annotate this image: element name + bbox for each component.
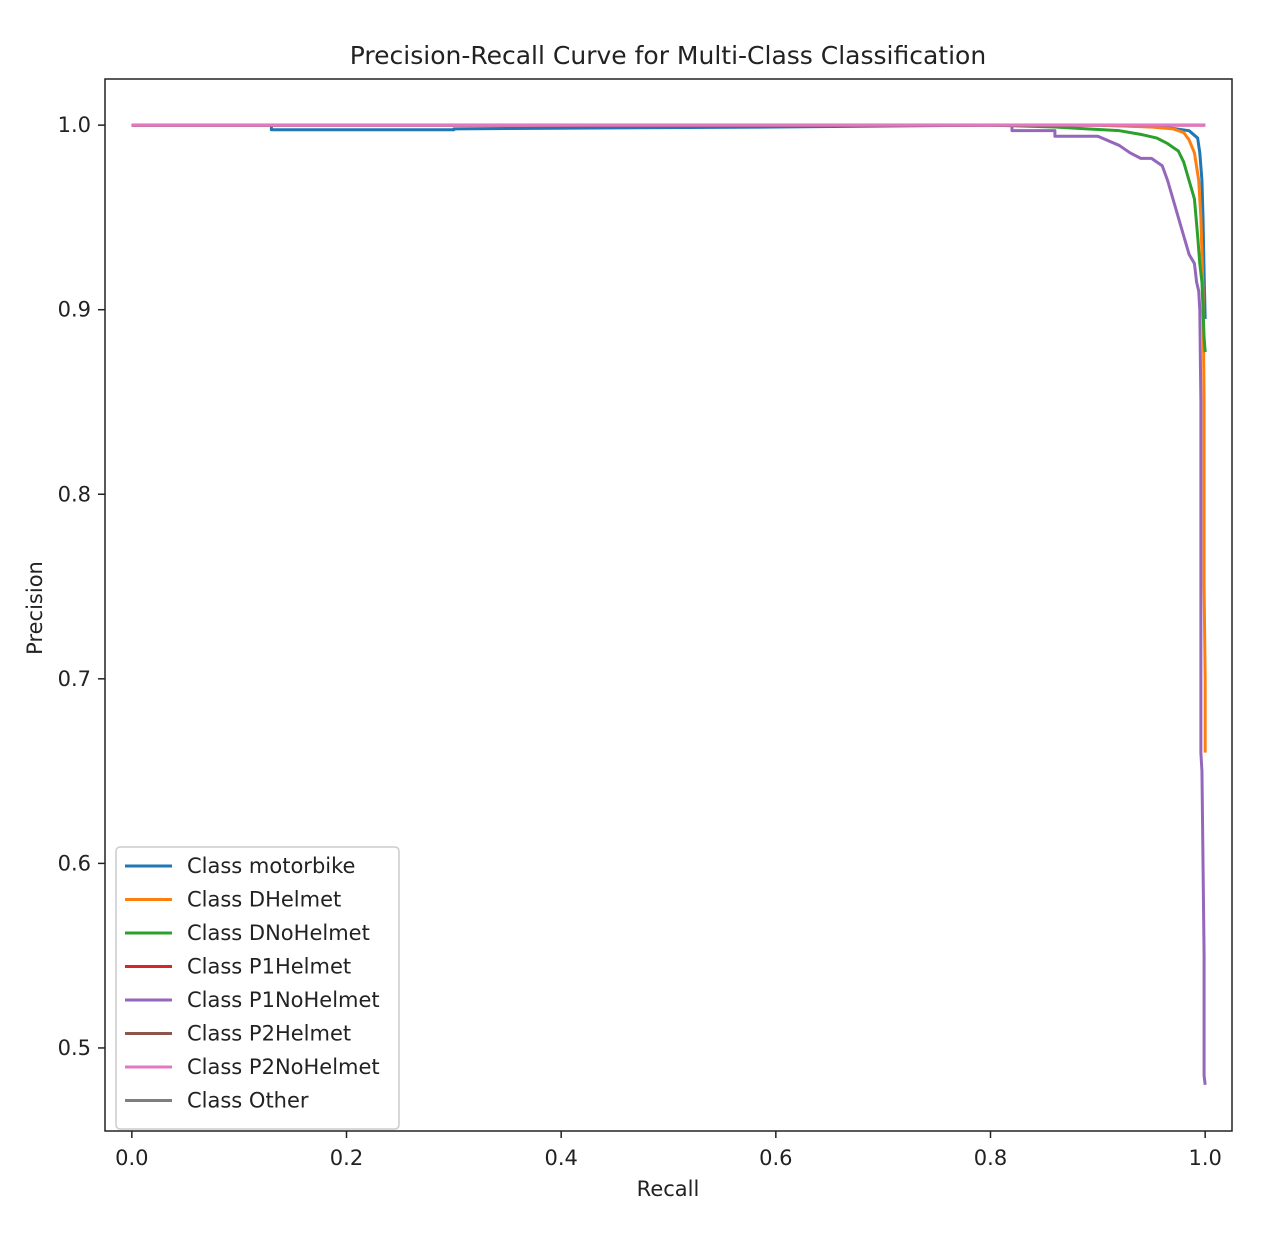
y-tick-label: 0.7 (58, 667, 91, 691)
series-lines (131, 123, 1207, 1086)
plot-area: 0.0 0.2 0.4 0.6 0.8 1.0 0.5 0.6 0.7 0.8 0.9 1.0 (58, 78, 1233, 1170)
y-tick-label: 0.9 (58, 298, 91, 322)
legend-label: Class P1NoHelmet (187, 988, 380, 1012)
x-tick-label: 0.4 (544, 1146, 577, 1170)
x-tick-label: 0.8 (974, 1146, 1007, 1170)
x-tick-label: 0.2 (330, 1146, 363, 1170)
plot-frame (104, 78, 1233, 1132)
series-line-class-dnohelmet (131, 123, 1207, 353)
y-tick-label: 1.0 (58, 113, 91, 137)
legend-label: Class DNoHelmet (187, 921, 370, 945)
legend-label: Class P1Helmet (187, 955, 351, 979)
y-tick-label: 0.5 (58, 1036, 91, 1060)
x-axis-title: Recall (637, 1177, 700, 1201)
series-line-class-p1nohelmet (131, 123, 1207, 1086)
legend-label: Class DHelmet (187, 888, 341, 912)
series-line-class-motorbike (131, 123, 1207, 319)
chart-title: Precision-Recall Curve for Multi-Class C… (350, 41, 986, 70)
x-tick-label: 0.0 (115, 1146, 148, 1170)
legend-label: Class motorbike (187, 854, 355, 878)
series-line-class-dhelmet (131, 123, 1207, 753)
legend-label: Class Other (187, 1089, 309, 1113)
y-tick-label: 0.6 (58, 851, 91, 875)
x-tick-label: 0.6 (759, 1146, 792, 1170)
y-axis-title: Precision (23, 561, 47, 655)
legend-box (115, 846, 400, 1130)
legend-label: Class P2NoHelmet (187, 1055, 380, 1079)
x-tick-label: 1.0 (1188, 1146, 1221, 1170)
y-tick-label: 0.8 (58, 482, 91, 506)
legend: Class motorbike Class DHelmet Class DNoHel… (115, 846, 400, 1130)
legend-label: Class P2Helmet (187, 1022, 351, 1046)
